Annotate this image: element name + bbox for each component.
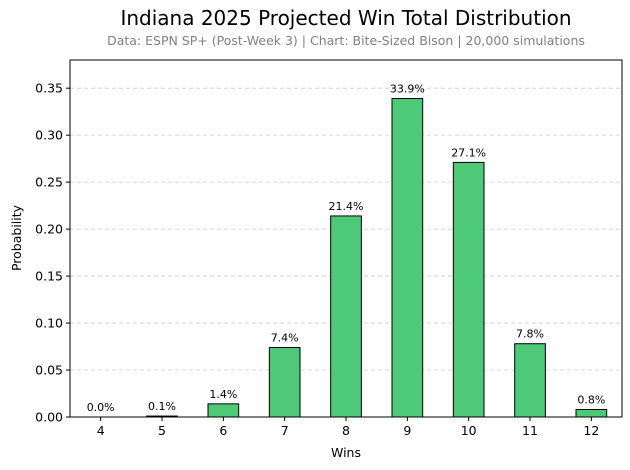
bar-data-label: 21.4% <box>329 200 364 213</box>
y-tick-label: 0.25 <box>35 175 63 190</box>
bar-7-wins <box>268 346 301 418</box>
chart-title: Indiana 2025 Projected Win Total Distrib… <box>120 6 571 30</box>
x-tick-label: 5 <box>158 423 166 438</box>
y-tick-label: 0.05 <box>35 363 63 378</box>
bar-data-labels: 0.0% 0.1% 1.4% 7.4% 21.4% 33.9% 27.1% 7.8% 0.8% <box>87 83 606 414</box>
bar-data-label: 7.8% <box>516 328 544 341</box>
y-tick-label: 0.35 <box>35 81 63 96</box>
x-tick-label: 12 <box>583 423 599 438</box>
bar-11-wins <box>514 343 546 418</box>
bar-data-label: 7.4% <box>271 331 299 344</box>
bar-data-label: 1.4% <box>209 388 237 401</box>
bars <box>146 98 608 418</box>
y-tick-label: 0.10 <box>35 316 63 331</box>
bar-10-wins <box>452 161 485 418</box>
y-tick-label: 0.20 <box>35 222 63 237</box>
bar-data-label: 0.1% <box>148 400 176 413</box>
bar-data-label: 27.1% <box>451 146 486 159</box>
bar-data-label: 0.0% <box>87 401 115 414</box>
chart-subtitle: Data: ESPN SP+ (Post-Week 3) | Chart: Bi… <box>107 33 585 48</box>
x-tick-label: 4 <box>97 423 105 438</box>
x-tick-label: 6 <box>219 423 227 438</box>
y-axis-ticks: 0.00 0.05 0.10 0.15 0.20 0.25 0.30 0.35 <box>35 81 70 425</box>
bar-12-wins <box>575 408 608 418</box>
bar-8-wins <box>330 215 362 418</box>
bar-data-label: 33.9% <box>390 83 425 96</box>
bar-6-wins <box>207 403 240 418</box>
x-tick-label: 10 <box>461 423 477 438</box>
y-tick-label: 0.30 <box>35 128 63 143</box>
y-tick-label: 0.00 <box>35 410 63 425</box>
y-axis-label: Probability <box>9 204 24 271</box>
x-axis-label: Wins <box>331 445 361 460</box>
bar-9-wins <box>391 98 424 418</box>
x-axis-ticks: 4 5 6 7 8 9 10 11 12 <box>97 417 599 438</box>
x-tick-label: 9 <box>403 423 411 438</box>
bar-data-label: 0.8% <box>577 393 605 406</box>
x-tick-label: 7 <box>281 423 289 438</box>
y-tick-label: 0.15 <box>35 269 63 284</box>
x-tick-label: 11 <box>522 423 538 438</box>
x-tick-label: 8 <box>342 423 350 438</box>
